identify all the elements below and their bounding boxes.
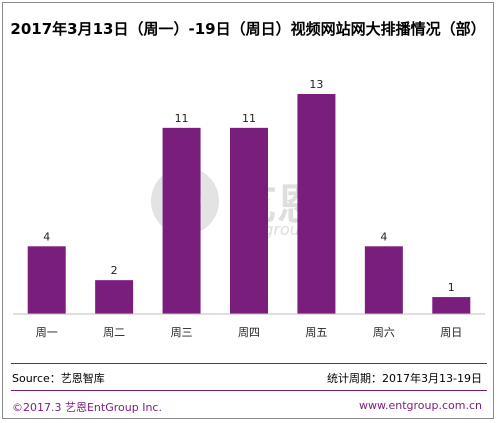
bar-value-label-5: 13 — [309, 78, 323, 91]
source-text: Source：艺恩智库 — [12, 372, 105, 385]
bar-value-label-3: 11 — [175, 112, 189, 125]
footer-divider-bottom — [11, 390, 487, 391]
bar-value-label-2: 2 — [111, 264, 118, 277]
x-tick-label-4: 周四 — [238, 326, 260, 339]
bar-value-label-6: 4 — [380, 230, 387, 243]
x-axis-labels: 周一 周二 周三 周四 周五 周六 周日 — [36, 326, 463, 339]
bar-5 — [297, 94, 336, 314]
x-tick-label-7: 周日 — [440, 326, 462, 339]
chart-title: 2017年3月13日（周一）-19日（周日）视频网站网大排播情况（部） — [10, 20, 486, 38]
x-tick-label-6: 周六 — [373, 326, 395, 339]
bar-3 — [162, 127, 201, 314]
x-tick-label-3: 周三 — [171, 326, 193, 339]
bar-value-label-4: 11 — [242, 112, 256, 125]
bar-7 — [432, 297, 471, 314]
bar-2 — [95, 280, 134, 314]
chart-frame: 2017年3月13日（周一）-19日（周日）视频网站网大排播情况（部） 艺恩 e… — [2, 2, 494, 419]
x-tick-label-1: 周一 — [36, 326, 58, 339]
x-tick-label-2: 周二 — [103, 326, 125, 339]
bar-value-label-7: 1 — [448, 281, 455, 294]
bar-value-label-1: 4 — [43, 230, 50, 243]
bars-group: 4 2 11 11 13 4 1 — [27, 78, 471, 314]
bar-4 — [230, 127, 268, 314]
bar-1 — [27, 246, 66, 314]
copyright-text: ©2017.3 艺恩EntGroup Inc. — [12, 401, 162, 414]
bar-6 — [364, 246, 403, 314]
period-text: 统计周期：2017年3月13-19日 — [327, 372, 482, 385]
footer-divider-top — [11, 363, 487, 364]
website-link[interactable]: www.entgroup.com.cn — [359, 399, 482, 412]
x-tick-label-5: 周五 — [305, 326, 327, 339]
